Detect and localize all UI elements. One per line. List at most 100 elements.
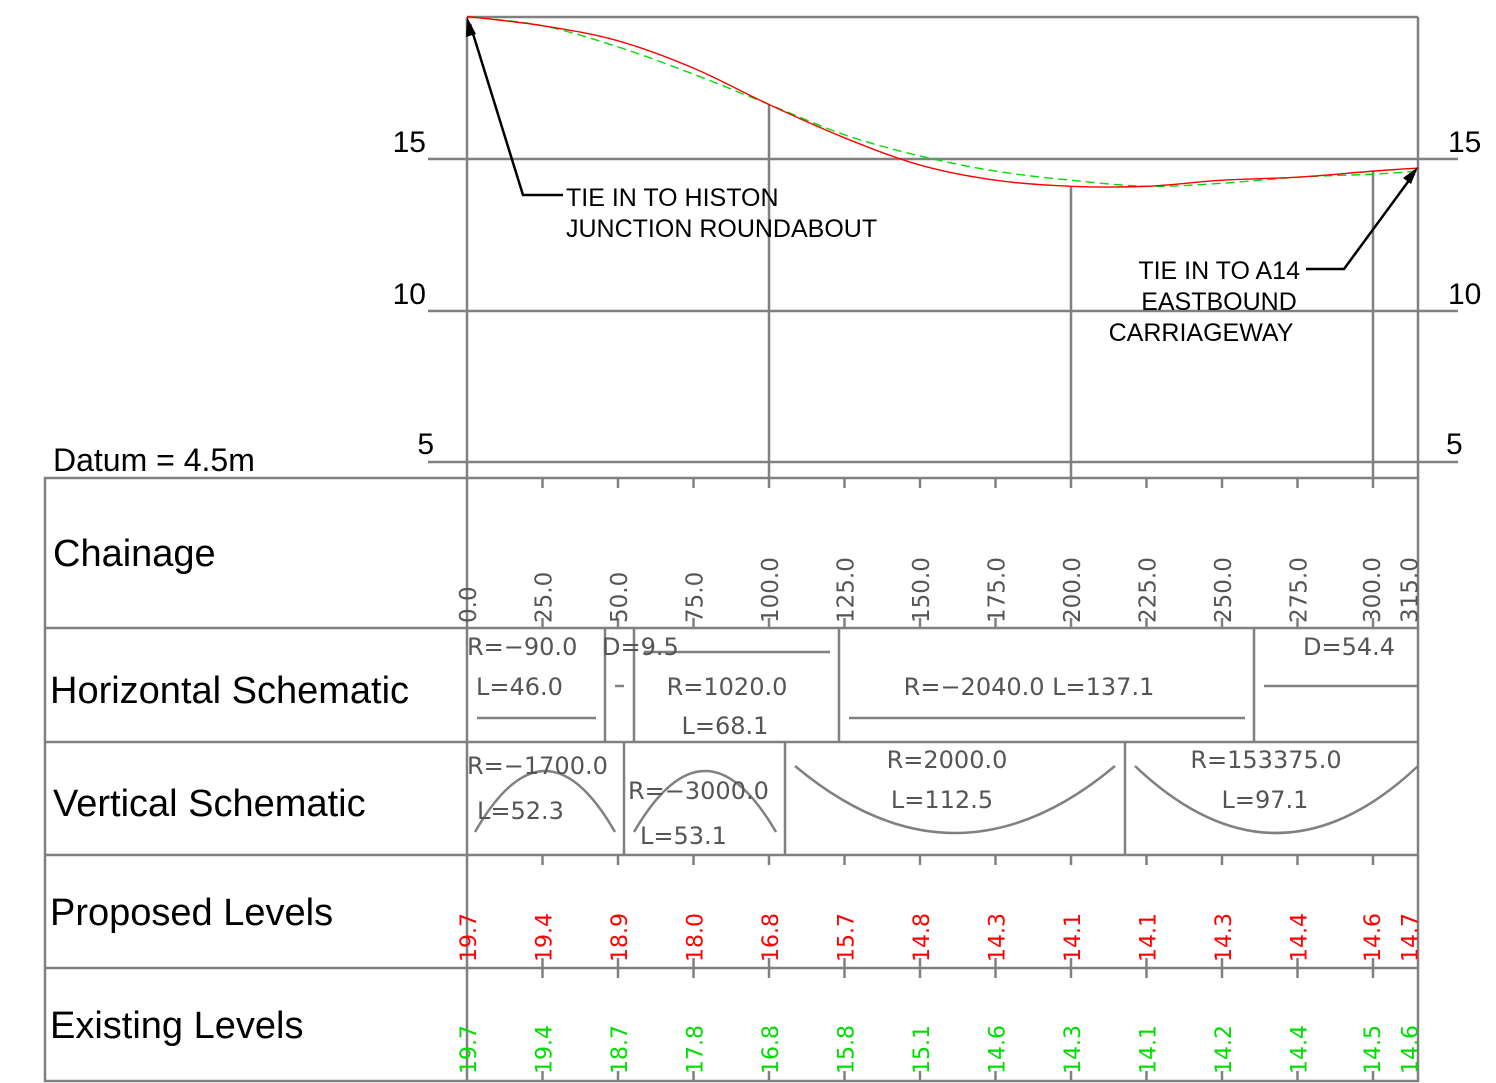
vertical-schematic-lines	[473, 742, 1419, 855]
hz-element-2-distance: D=9.5	[602, 633, 679, 661]
level-gridlines	[428, 157, 1458, 464]
chainage-value-225: 225.0	[1136, 557, 1162, 623]
hz-element-3-radius: R=1020.0	[667, 673, 788, 701]
existing-level-315: 14.6	[1398, 1025, 1423, 1074]
proposed-level-75: 18.0	[684, 913, 709, 962]
chainage-value-0: 0.0	[456, 586, 482, 623]
hz-element-5-distance: D=54.4	[1303, 633, 1395, 661]
chainage-value-275: 275.0	[1287, 557, 1313, 623]
row-label-vertical-schematic: Vertical Schematic	[53, 783, 366, 825]
proposed-level-values: 19.7 19.4 18.9 18.0 16.8 15.7 14.8 14.3 14.1 14.1…	[457, 913, 1423, 962]
a14-arrowhead-icon	[1403, 167, 1418, 184]
sag-curve-2	[1134, 765, 1419, 835]
hz-element-3-length: L=68.1	[682, 712, 769, 740]
horizontal-schematic-lines	[477, 628, 1418, 742]
a14-label-line-1: TIE IN TO A14	[1138, 257, 1300, 285]
proposed-level-125: 15.7	[835, 913, 860, 962]
a14-leader-line	[1306, 174, 1415, 271]
level-label-right-10: 10	[1448, 278, 1481, 311]
table-grid	[43, 476, 1420, 1083]
a14-tie-in-annotation: TIE IN TO A14 EASTBOUND CARRIAGEWAY	[1109, 167, 1418, 347]
chainage-ticks	[541, 478, 1375, 1081]
chainage-value-50: 50.0	[607, 572, 633, 623]
proposed-level-50: 18.9	[608, 913, 633, 962]
proposed-level-175: 14.3	[986, 913, 1011, 962]
level-label-right-15: 15	[1448, 126, 1481, 159]
vc-3-length: L=112.5	[891, 786, 993, 814]
proposed-level-150: 14.8	[910, 913, 935, 962]
existing-level-250: 14.2	[1212, 1025, 1237, 1074]
proposed-level-315: 14.7	[1398, 913, 1423, 962]
data-table: Chainage Horizontal Schematic Vertical S…	[43, 476, 1423, 1083]
existing-levels-line	[466, 15, 1419, 188]
vc-4-radius: R=153375.0	[1190, 746, 1341, 774]
crest-curve-1	[473, 769, 617, 833]
histon-label-line-1: TIE IN TO HISTON	[566, 184, 779, 212]
chainage-value-300: 300.0	[1360, 557, 1386, 623]
existing-level-125: 15.8	[835, 1025, 860, 1074]
proposed-level-225: 14.1	[1137, 913, 1162, 962]
chainage-value-250: 250.0	[1211, 557, 1237, 623]
a14-label-line-2: EASTBOUND	[1141, 288, 1297, 316]
vc-2-radius: R=−3000.0	[628, 777, 769, 805]
graph-frame	[465, 15, 1420, 478]
vc-1-radius: R=−1700.0	[467, 752, 608, 780]
chainage-value-75: 75.0	[683, 572, 709, 623]
existing-level-100: 16.8	[759, 1025, 784, 1074]
existing-level-225: 14.1	[1137, 1025, 1162, 1074]
existing-level-175: 14.6	[986, 1025, 1011, 1074]
vc-1-length: L=52.3	[477, 797, 564, 825]
sag-curve-1	[794, 765, 1116, 835]
level-axis-labels: 15 10 5 15 10 5	[393, 126, 1482, 461]
level-label-left-15: 15	[393, 126, 426, 159]
existing-level-150: 15.1	[910, 1025, 935, 1074]
row-label-chainage: Chainage	[53, 533, 216, 575]
existing-level-0: 19.7	[457, 1025, 482, 1074]
profile-graph: 15 10 5 15 10 5 TIE IN TO HISTON JUNCTIO…	[53, 15, 1482, 478]
row-label-horizontal-schematic: Horizontal Schematic	[50, 670, 409, 712]
chainage-value-315: 315.0	[1397, 557, 1423, 623]
existing-level-50: 18.7	[608, 1025, 633, 1074]
level-label-right-5: 5	[1446, 428, 1463, 461]
chainage-value-125: 125.0	[834, 557, 860, 623]
proposed-level-275: 14.4	[1288, 913, 1313, 962]
proposed-level-100: 16.8	[759, 913, 784, 962]
level-label-left-10: 10	[393, 278, 426, 311]
vc-2-length: L=53.1	[640, 822, 727, 850]
histon-tie-in-annotation: TIE IN TO HISTON JUNCTION ROUNDABOUT	[466, 17, 877, 243]
histon-label-line-2: JUNCTION ROUNDABOUT	[566, 215, 877, 243]
proposed-level-250: 14.3	[1212, 913, 1237, 962]
horizontal-schematic: R=−90.0 L=46.0 D=9.5 R=1020.0 L=68.1 R=−…	[467, 628, 1418, 742]
horizontal-schematic-text: R=−90.0 L=46.0 D=9.5 R=1020.0 L=68.1 R=−…	[467, 633, 1395, 740]
existing-level-300: 14.5	[1361, 1025, 1386, 1074]
proposed-levels-line	[466, 15, 1419, 188]
chainage-value-200: 200.0	[1060, 557, 1086, 623]
chainage-value-175: 175.0	[985, 557, 1011, 623]
existing-level-200: 14.3	[1061, 1025, 1086, 1074]
existing-level-275: 14.4	[1288, 1025, 1313, 1074]
vertical-schematic: R=−1700.0 L=52.3 R=−3000.0 L=53.1 R=2000…	[467, 742, 1419, 855]
proposed-level-200: 14.1	[1061, 913, 1086, 962]
chainage-value-25: 25.0	[532, 572, 558, 623]
vertical-schematic-text: R=−1700.0 L=52.3 R=−3000.0 L=53.1 R=2000…	[467, 746, 1342, 850]
vc-4-length: L=97.1	[1222, 786, 1309, 814]
hz-element-1-length: L=46.0	[476, 673, 563, 701]
existing-level-25: 19.4	[533, 1025, 558, 1074]
vc-3-radius: R=2000.0	[887, 746, 1008, 774]
existing-level-values: 19.7 19.4 18.7 17.8 16.8 15.8 15.1 14.6 14.3 14.1…	[457, 1025, 1423, 1074]
hz-element-4-radius-length: R=−2040.0 L=137.1	[904, 673, 1155, 701]
existing-level-75: 17.8	[684, 1025, 709, 1074]
chainage-gridlines	[767, 104, 1375, 478]
datum-label: Datum = 4.5m	[53, 442, 255, 478]
chainage-value-100: 100.0	[758, 557, 784, 623]
chainage-value-150: 150.0	[909, 557, 935, 623]
crest-curve-2	[632, 769, 778, 833]
level-label-left-5: 5	[417, 428, 434, 461]
hz-element-1-radius: R=−90.0	[467, 633, 577, 661]
proposed-level-0: 19.7	[457, 913, 482, 962]
row-label-existing-levels: Existing Levels	[50, 1005, 303, 1047]
chainage-values: 0.0 25.0 50.0 75.0 100.0 125.0 150.0 175.0 200.0…	[456, 557, 1423, 623]
row-labels: Chainage Horizontal Schematic Vertical S…	[50, 533, 409, 1047]
proposed-level-300: 14.6	[1361, 913, 1386, 962]
